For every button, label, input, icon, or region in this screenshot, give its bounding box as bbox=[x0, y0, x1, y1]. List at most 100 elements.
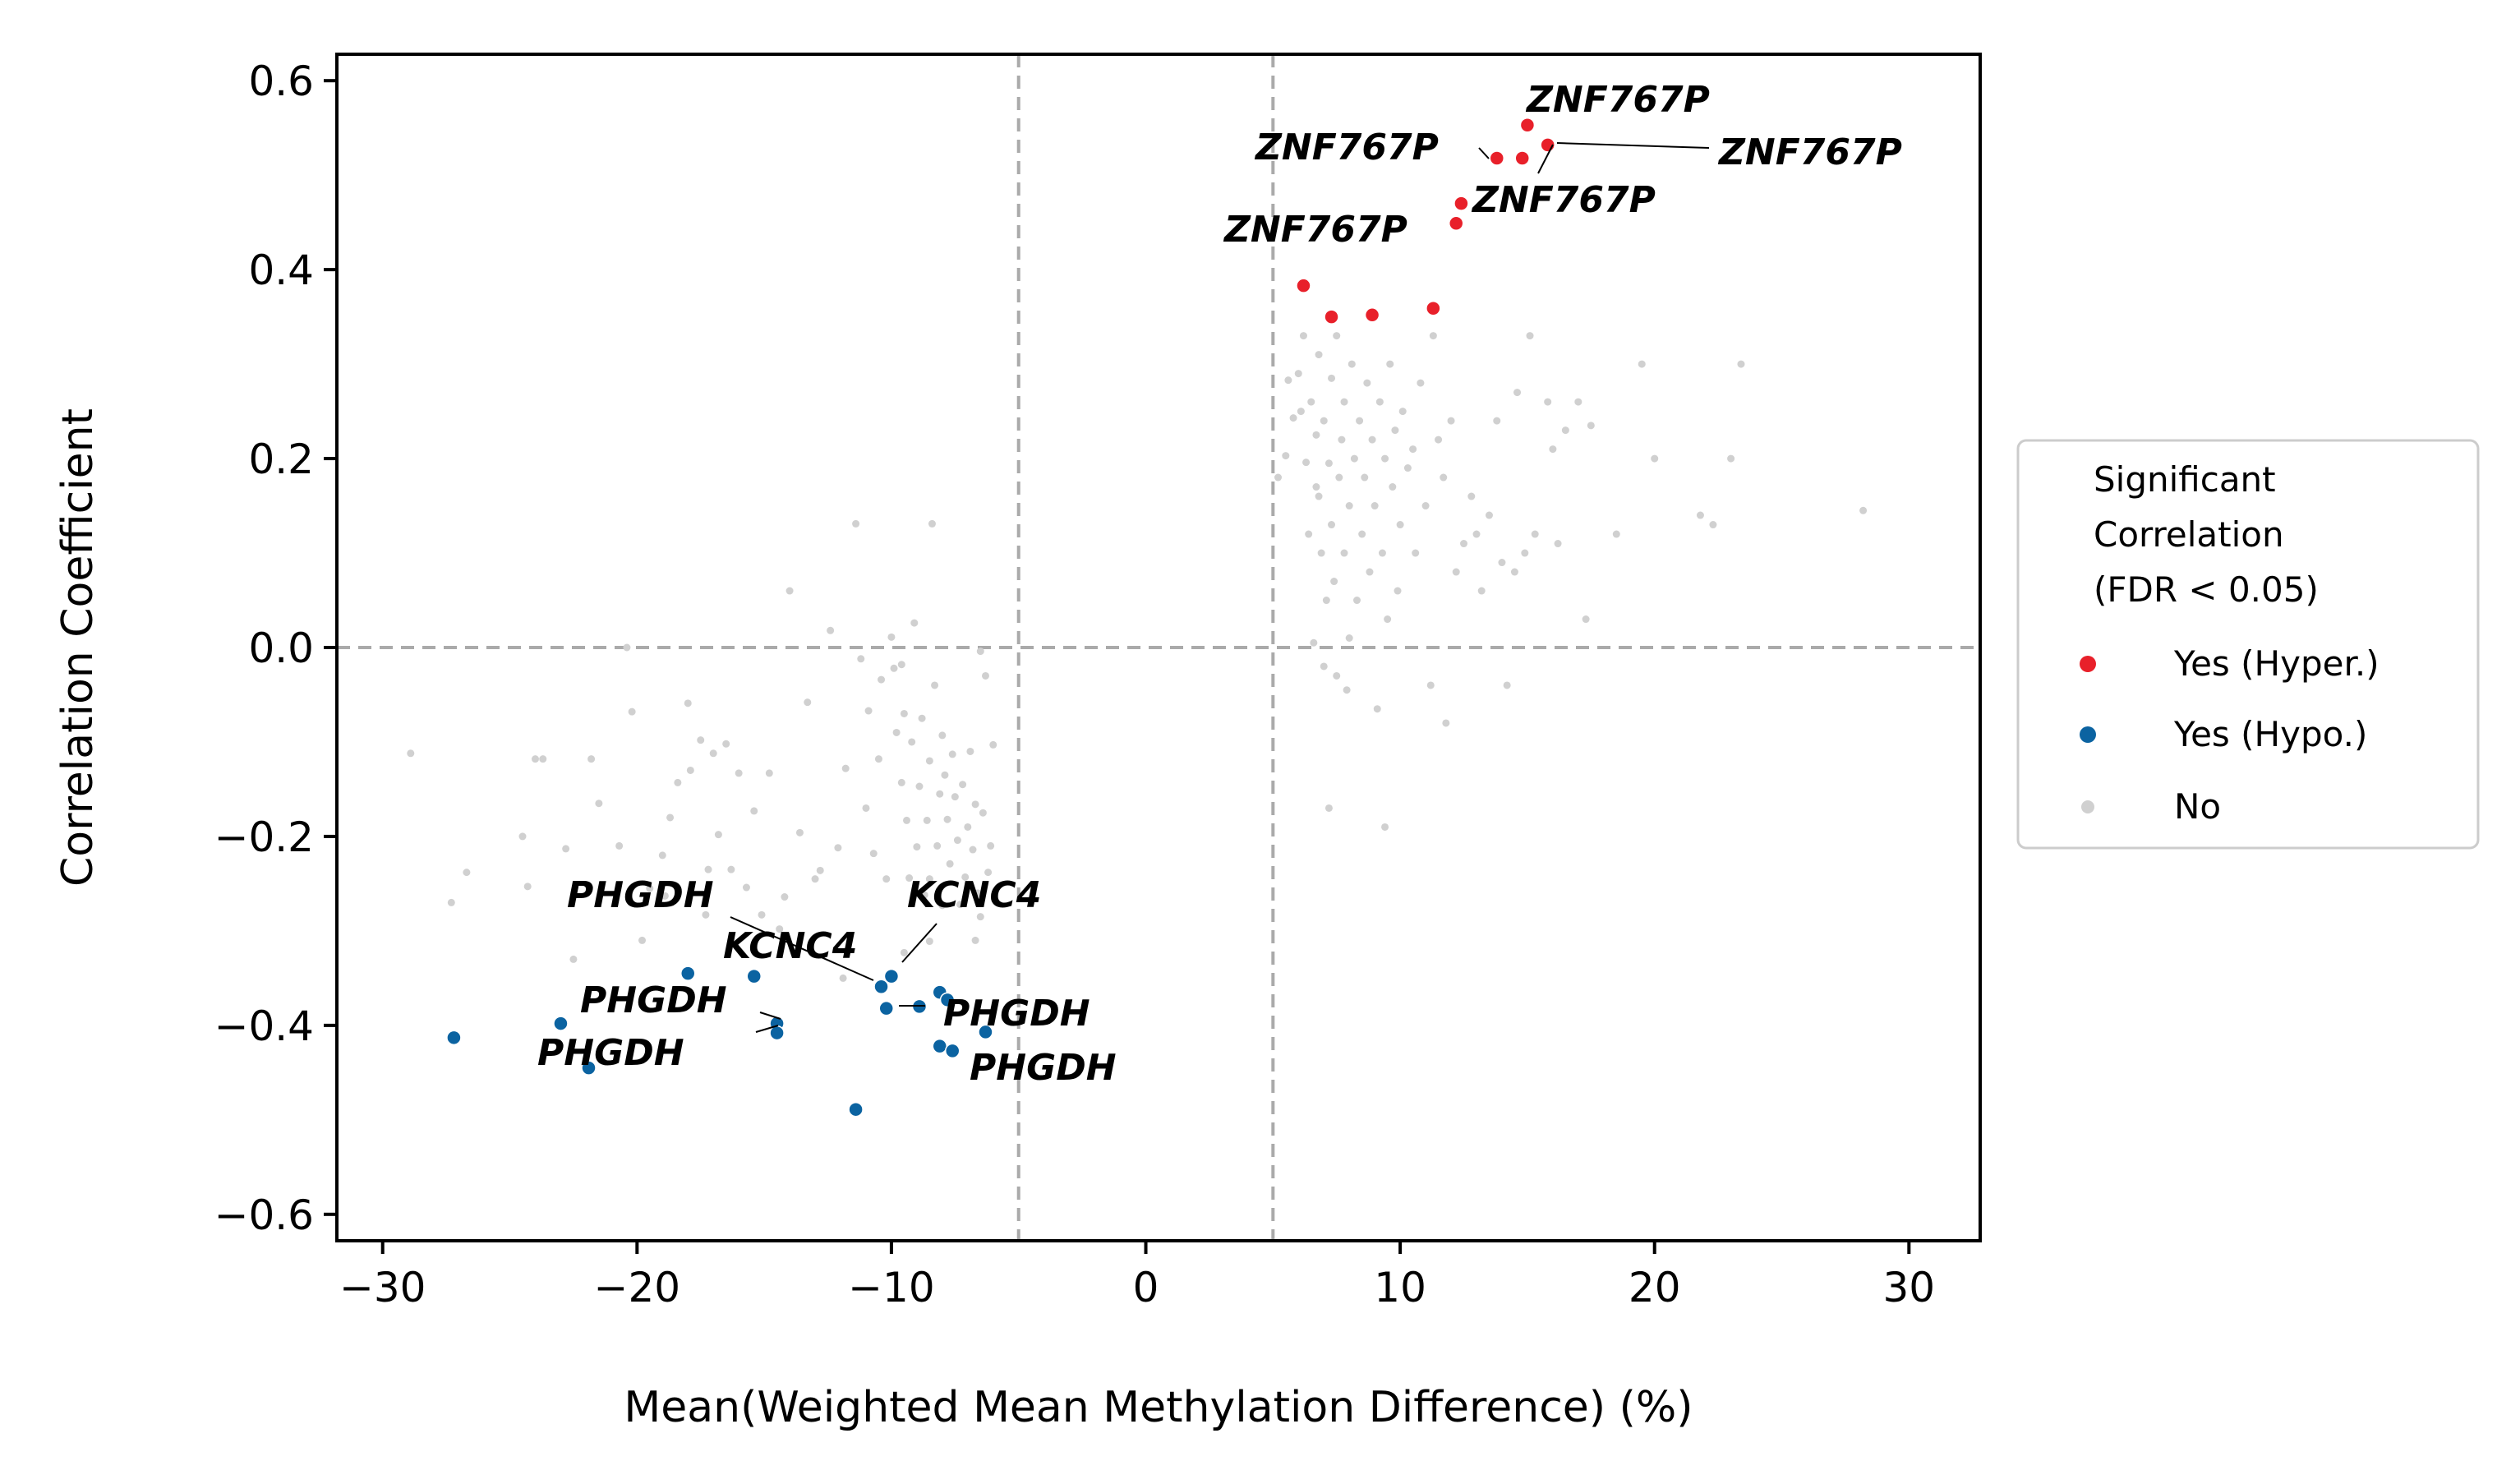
axes: −30 −20 −10 0 10 20 30 −0.6 −0.4 −0.2 0.0 0.2 0.4 0.6 bbox=[214, 58, 1936, 1311]
point-no bbox=[915, 782, 924, 790]
point-no bbox=[1335, 473, 1343, 482]
point-no bbox=[1417, 379, 1425, 387]
point-no bbox=[897, 778, 905, 786]
point-no bbox=[1391, 426, 1399, 435]
point-no bbox=[702, 910, 710, 919]
point-yes-hypo bbox=[680, 966, 696, 981]
gene-label: ZNF767P bbox=[1223, 209, 1407, 251]
point-no bbox=[1612, 530, 1620, 538]
point-no bbox=[1421, 502, 1430, 510]
point-no bbox=[727, 865, 735, 873]
point-no bbox=[1345, 502, 1353, 510]
point-no bbox=[758, 910, 766, 919]
data-points bbox=[407, 117, 1868, 1118]
point-no bbox=[1348, 360, 1356, 368]
point-no bbox=[1859, 506, 1868, 514]
point-no bbox=[666, 813, 675, 822]
point-no bbox=[1409, 445, 1417, 454]
point-no bbox=[709, 749, 717, 758]
point-no bbox=[964, 823, 972, 831]
y-tick-label: −0.2 bbox=[214, 813, 314, 861]
point-no bbox=[1638, 360, 1646, 368]
point-no bbox=[615, 841, 624, 850]
point-no bbox=[857, 655, 865, 663]
point-no bbox=[902, 816, 910, 824]
point-no bbox=[981, 671, 989, 680]
point-no bbox=[1322, 597, 1330, 605]
point-no bbox=[1320, 662, 1328, 671]
point-no bbox=[1554, 540, 1562, 548]
gene-label: ZNF767P bbox=[1525, 79, 1710, 121]
point-no bbox=[523, 883, 532, 891]
point-no bbox=[1284, 376, 1292, 385]
point-no bbox=[785, 587, 794, 595]
point-yes-hypo bbox=[553, 1016, 569, 1031]
point-no bbox=[531, 755, 539, 763]
point-no bbox=[1274, 473, 1283, 482]
point-no bbox=[1299, 332, 1307, 340]
y-tick-label: −0.4 bbox=[214, 1002, 314, 1050]
point-no bbox=[765, 769, 773, 777]
point-no bbox=[1315, 351, 1323, 359]
point-no bbox=[1338, 436, 1346, 444]
point-no bbox=[795, 828, 804, 836]
legend-entry-hyper: Yes (Hyper.) bbox=[2173, 643, 2379, 684]
point-no bbox=[658, 851, 666, 860]
point-yes-hypo bbox=[944, 1043, 961, 1059]
point-no bbox=[1531, 530, 1539, 538]
point-no bbox=[1358, 530, 1366, 538]
point-no bbox=[869, 850, 878, 858]
point-no bbox=[908, 738, 916, 746]
point-no bbox=[562, 845, 570, 853]
point-no bbox=[1363, 379, 1371, 387]
x-tick-label: −30 bbox=[339, 1264, 426, 1311]
point-no bbox=[966, 747, 974, 755]
legend-title-line-2: Correlation bbox=[2094, 514, 2284, 555]
point-no bbox=[931, 681, 939, 689]
point-no bbox=[1709, 521, 1717, 529]
point-no bbox=[1485, 511, 1493, 519]
gene-label: PHGDH bbox=[537, 1032, 684, 1074]
annotation-leader-line bbox=[1556, 142, 1710, 149]
point-no bbox=[925, 757, 933, 765]
point-no bbox=[1310, 638, 1318, 647]
point-no bbox=[1472, 530, 1481, 538]
point-no bbox=[1317, 549, 1325, 557]
point-no bbox=[953, 836, 961, 845]
point-no bbox=[956, 901, 965, 909]
legend-box bbox=[2016, 439, 2480, 850]
point-yes-hyper bbox=[1489, 150, 1505, 166]
point-no bbox=[1412, 549, 1420, 557]
point-no bbox=[1361, 473, 1369, 482]
point-no bbox=[1368, 436, 1376, 444]
point-no bbox=[920, 891, 928, 899]
point-no bbox=[1373, 705, 1381, 713]
point-no bbox=[1294, 370, 1302, 378]
point-no bbox=[1521, 549, 1529, 557]
point-no bbox=[1440, 473, 1448, 482]
point-no bbox=[569, 955, 578, 963]
point-no bbox=[834, 844, 842, 852]
point-no bbox=[925, 938, 933, 946]
point-no bbox=[1340, 549, 1348, 557]
point-no bbox=[874, 755, 882, 763]
point-yes-hyper bbox=[1296, 278, 1311, 293]
point-no bbox=[1324, 459, 1333, 468]
gene-label: ZNF767P bbox=[1471, 179, 1656, 221]
point-no bbox=[750, 807, 758, 815]
annotation-leader-line bbox=[759, 1012, 781, 1020]
point-no bbox=[852, 519, 860, 528]
gene-label: PHGDH bbox=[567, 874, 714, 916]
annotation-leader-line bbox=[1537, 144, 1554, 174]
point-no bbox=[984, 869, 993, 877]
point-no bbox=[943, 815, 951, 823]
point-no bbox=[827, 626, 835, 634]
point-no bbox=[1737, 360, 1745, 368]
point-no bbox=[1510, 568, 1518, 576]
point-no bbox=[971, 800, 979, 809]
point-no bbox=[1398, 408, 1407, 416]
point-no bbox=[407, 749, 415, 758]
x-tick-label: 10 bbox=[1374, 1264, 1426, 1311]
x-axis-label: Mean(Weighted Mean Methylation Differenc… bbox=[624, 1383, 1693, 1432]
point-no bbox=[1403, 464, 1412, 472]
